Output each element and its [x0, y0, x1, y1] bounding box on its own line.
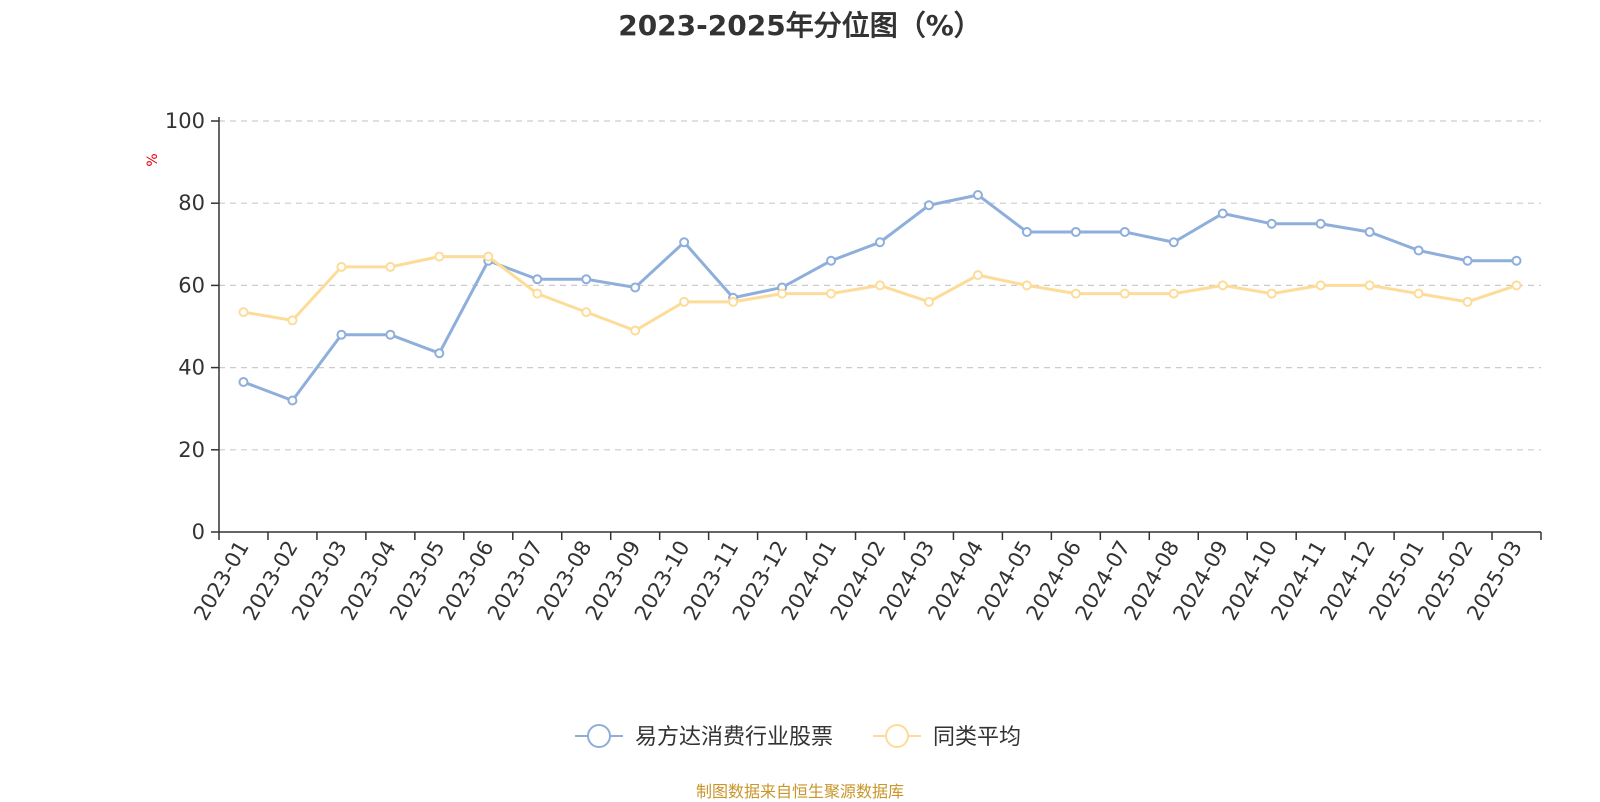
- data-point[interactable]: [434, 251, 445, 262]
- data-point[interactable]: [238, 376, 249, 387]
- data-point[interactable]: [1266, 288, 1277, 299]
- data-point[interactable]: [1021, 280, 1032, 291]
- data-point[interactable]: [1511, 255, 1522, 266]
- data-point[interactable]: [875, 237, 885, 248]
- data-point[interactable]: [875, 280, 885, 291]
- data-point[interactable]: [1364, 280, 1375, 291]
- y-tick-label: 80: [178, 191, 205, 215]
- data-point[interactable]: [630, 282, 641, 293]
- legend: 易方达消费行业股票 同类平均: [575, 724, 1021, 750]
- data-point[interactable]: [336, 261, 347, 272]
- data-point[interactable]: [1021, 226, 1032, 237]
- legend-item-2[interactable]: 同类平均: [873, 724, 1021, 750]
- legend-marker: [885, 724, 909, 748]
- y-axis-labels: 0 20 40 60 80 100: [165, 109, 205, 544]
- data-point[interactable]: [238, 307, 249, 318]
- legend-label: 易方达消费行业股票: [635, 725, 833, 750]
- data-point[interactable]: [972, 270, 983, 281]
- x-axis-labels: 2023-012023-022023-032023-042023-052023-…: [189, 537, 1527, 625]
- data-point[interactable]: [287, 315, 298, 326]
- y-tick-label: 100: [165, 109, 205, 133]
- source-note: 制图数据来自恒生聚源数据库: [695, 782, 904, 801]
- data-point[interactable]: [581, 274, 592, 285]
- data-point[interactable]: [923, 200, 934, 211]
- data-point[interactable]: [1168, 237, 1179, 248]
- data-point[interactable]: [1413, 245, 1424, 256]
- legend-item-1[interactable]: 易方达消费行业股票: [575, 724, 833, 750]
- data-point[interactable]: [434, 348, 445, 359]
- data-point[interactable]: [1462, 255, 1473, 266]
- series-2: [238, 251, 1522, 336]
- data-point[interactable]: [385, 329, 396, 340]
- data-point[interactable]: [532, 274, 543, 285]
- data-point[interactable]: [1511, 280, 1522, 291]
- data-point[interactable]: [630, 325, 641, 336]
- data-point[interactable]: [532, 288, 543, 299]
- series-line: [242, 193, 1517, 402]
- y-tick-label: 0: [192, 520, 205, 544]
- y-axis-unit-label: %: [145, 153, 161, 166]
- chart-title: 2023-2025年分位图（%）: [618, 9, 982, 42]
- legend-label: 同类平均: [933, 725, 1021, 750]
- data-point[interactable]: [1168, 288, 1179, 299]
- data-point[interactable]: [679, 296, 690, 307]
- data-point[interactable]: [581, 307, 592, 318]
- legend-marker: [587, 724, 611, 748]
- data-point[interactable]: [1462, 296, 1473, 307]
- data-point[interactable]: [1217, 208, 1228, 219]
- data-point[interactable]: [287, 395, 298, 406]
- data-point[interactable]: [777, 288, 788, 299]
- data-point[interactable]: [826, 255, 837, 266]
- axes: [211, 117, 1542, 540]
- series-line: [243, 255, 1517, 333]
- data-point[interactable]: [1070, 226, 1081, 237]
- data-point[interactable]: [336, 329, 347, 340]
- data-point[interactable]: [1315, 218, 1326, 229]
- series-1: [238, 189, 1522, 406]
- data-point[interactable]: [1119, 288, 1130, 299]
- data-point[interactable]: [826, 288, 837, 299]
- y-tick-label: 60: [178, 273, 205, 297]
- data-point[interactable]: [385, 261, 396, 272]
- data-point[interactable]: [728, 296, 739, 307]
- data-point[interactable]: [483, 251, 494, 262]
- data-point[interactable]: [1315, 280, 1326, 291]
- data-point[interactable]: [972, 189, 983, 200]
- data-point[interactable]: [1266, 218, 1277, 229]
- y-tick-label: 40: [178, 356, 205, 380]
- series-group: [238, 189, 1522, 406]
- data-point[interactable]: [679, 237, 690, 248]
- data-point[interactable]: [1364, 226, 1375, 237]
- data-point[interactable]: [923, 296, 934, 307]
- data-point[interactable]: [1070, 288, 1081, 299]
- y-tick-label: 20: [178, 438, 205, 462]
- data-point[interactable]: [1119, 226, 1130, 237]
- data-point[interactable]: [1413, 288, 1424, 299]
- data-point[interactable]: [1217, 280, 1228, 291]
